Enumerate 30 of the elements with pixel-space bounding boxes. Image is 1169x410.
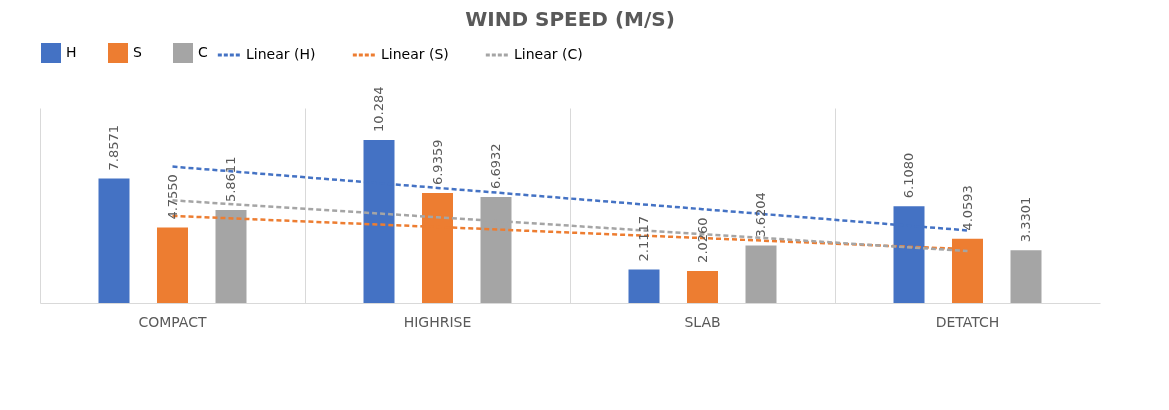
data-label: 2.1117 xyxy=(636,216,651,262)
chart-title: WIND SPEED (M/S) xyxy=(465,7,675,31)
data-label: 5.8611 xyxy=(223,156,238,203)
legend-label: S xyxy=(133,44,142,60)
legend-label: Linear (H) xyxy=(246,46,316,62)
data-label: 4.7550 xyxy=(164,174,180,220)
legend-label: Linear (C) xyxy=(514,46,583,62)
x-tick-label: DETATCH xyxy=(935,313,1000,330)
legend-label: H xyxy=(66,44,77,60)
x-tick-label: COMPACT xyxy=(138,313,207,330)
data-label: 10.284 xyxy=(371,86,386,132)
x-tick-label: SLAB xyxy=(684,313,721,330)
bar xyxy=(1010,250,1042,303)
bar xyxy=(745,245,777,303)
data-label: 6.9359 xyxy=(429,139,445,186)
legend-label: Linear (S) xyxy=(381,46,449,62)
x-tick-label: HIGHRISE xyxy=(403,313,472,330)
data-label: 6.1080 xyxy=(901,152,916,199)
data-label: 2.0260 xyxy=(694,217,710,263)
data-label: 6.6932 xyxy=(488,143,503,189)
bar xyxy=(157,227,188,303)
bar xyxy=(98,178,130,303)
data-label: 3.3301 xyxy=(1018,196,1033,243)
data-label: 3.6204 xyxy=(753,192,768,238)
data-label: 4.0593 xyxy=(959,185,975,231)
legend-label: C xyxy=(198,44,208,60)
bar xyxy=(628,269,660,303)
data-label: 7.8571 xyxy=(106,124,121,171)
bar xyxy=(687,270,718,303)
bar xyxy=(215,210,247,303)
